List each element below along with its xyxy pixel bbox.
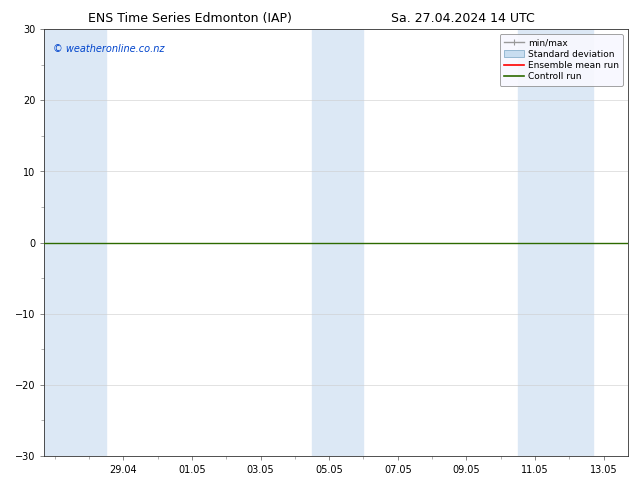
Bar <box>518 29 593 456</box>
Legend: min/max, Standard deviation, Ensemble mean run, Controll run: min/max, Standard deviation, Ensemble me… <box>500 34 623 86</box>
Text: © weatheronline.co.nz: © weatheronline.co.nz <box>53 44 165 54</box>
Text: Sa. 27.04.2024 14 UTC: Sa. 27.04.2024 14 UTC <box>391 12 534 25</box>
Text: ENS Time Series Edmonton (IAP): ENS Time Series Edmonton (IAP) <box>88 12 292 25</box>
Bar <box>312 29 363 456</box>
Bar <box>44 29 106 456</box>
